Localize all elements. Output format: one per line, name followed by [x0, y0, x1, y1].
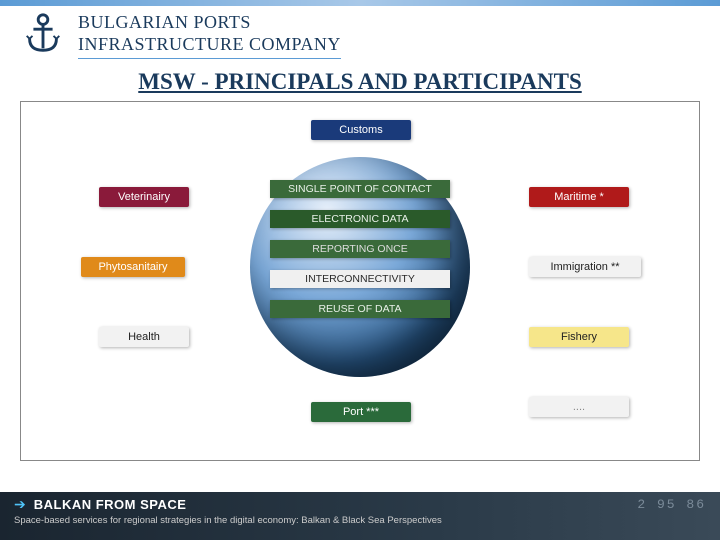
principle-bar: REPORTING ONCE [270, 240, 450, 258]
company-line2: INFRASTRUCTURE COMPANY [78, 34, 341, 56]
slide-title: MSW - PRINCIPALS AND PARTICIPANTS [0, 69, 720, 95]
arrow-icon: ➔ [14, 496, 26, 513]
footer-subtitle: Space-based services for regional strate… [14, 515, 706, 526]
company-name: BULGARIAN PORTS INFRASTRUCTURE COMPANY [78, 12, 341, 58]
participant-node: .... [529, 397, 629, 417]
company-line1: BULGARIAN PORTS [78, 12, 341, 34]
anchor-icon [20, 10, 66, 61]
footer-title: BALKAN FROM SPACE [34, 497, 187, 512]
participant-node: Customs [311, 120, 411, 140]
footer-numbers: 2 95 86 [637, 497, 706, 512]
principle-bar: ELECTRONIC DATA [270, 210, 450, 228]
participant-node: Fishery [529, 327, 629, 347]
participant-node: Phytosanitairy [81, 257, 185, 277]
principle-bar: REUSE OF DATA [270, 300, 450, 318]
principle-bar: INTERCONNECTIVITY [270, 270, 450, 288]
footer-banner: ➔ BALKAN FROM SPACE 2 95 86 Space-based … [0, 492, 720, 540]
participant-node: Immigration ** [529, 257, 641, 277]
participant-node: Veterinairy [99, 187, 189, 207]
header: BULGARIAN PORTS INFRASTRUCTURE COMPANY [0, 6, 720, 61]
participant-node: Port *** [311, 402, 411, 422]
participant-node: Health [99, 327, 189, 347]
participant-node: Maritime * [529, 187, 629, 207]
diagram-frame: Customs Veterinairy Maritime * Phytosanitai… [20, 101, 700, 461]
principle-bar: SINGLE POINT OF CONTACT [270, 180, 450, 198]
